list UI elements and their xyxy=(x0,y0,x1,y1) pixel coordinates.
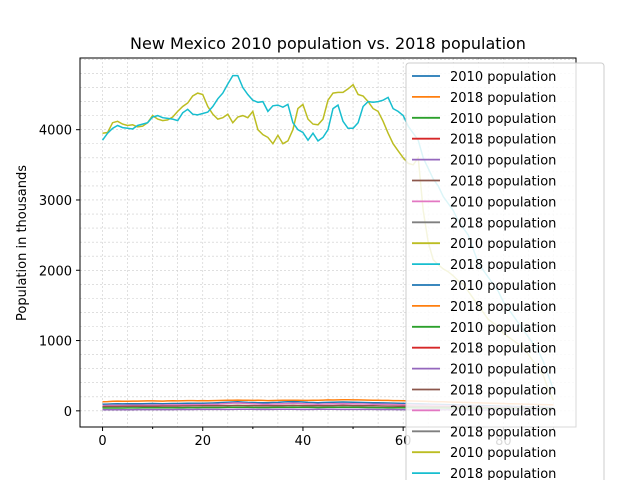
legend-label: 2018 population xyxy=(450,133,556,148)
legend-label: 2010 population xyxy=(450,279,556,294)
legend-label: 2018 population xyxy=(450,175,556,190)
x-tick-label: 20 xyxy=(194,434,211,449)
legend-label: 2010 population xyxy=(450,404,556,419)
x-tick-label: 0 xyxy=(98,434,106,449)
legend: 2010 population 2018 population 2010 popul… xyxy=(405,62,605,480)
legend-box xyxy=(405,62,605,480)
y-tick-label: 1000 xyxy=(39,335,72,350)
chart-title: New Mexico 2010 population vs. 2018 popu… xyxy=(130,34,526,53)
legend-label: 2018 population xyxy=(450,258,556,273)
legend-label: 2010 population xyxy=(450,321,556,336)
y-tick-label: 0 xyxy=(64,405,72,420)
y-tick-label: 2000 xyxy=(39,264,72,279)
legend-label: 2010 population xyxy=(450,237,556,252)
legend-label: 2018 population xyxy=(450,300,556,315)
legend-label: 2018 population xyxy=(450,425,556,440)
legend-label: 2010 population xyxy=(450,446,556,461)
legend-label: 2010 population xyxy=(450,363,556,378)
legend-label: 2018 population xyxy=(450,216,556,231)
legend-label: 2018 population xyxy=(450,91,556,106)
legend-label: 2010 population xyxy=(450,70,556,85)
legend-label: 2010 population xyxy=(450,195,556,210)
y-axis-label: Population in thousands xyxy=(15,165,30,321)
legend-label: 2010 population xyxy=(450,154,556,169)
legend-label: 2018 population xyxy=(450,384,556,399)
legend-label: 2018 population xyxy=(450,342,556,357)
y-tick-label: 4000 xyxy=(39,124,72,139)
legend-label: 2010 population xyxy=(450,112,556,127)
x-tick-label: 40 xyxy=(295,434,312,449)
legend-label: 2018 population xyxy=(450,467,556,480)
y-tick-label: 3000 xyxy=(39,194,72,209)
y-axis: 0 1000 2000 3000 4000 xyxy=(39,124,80,420)
